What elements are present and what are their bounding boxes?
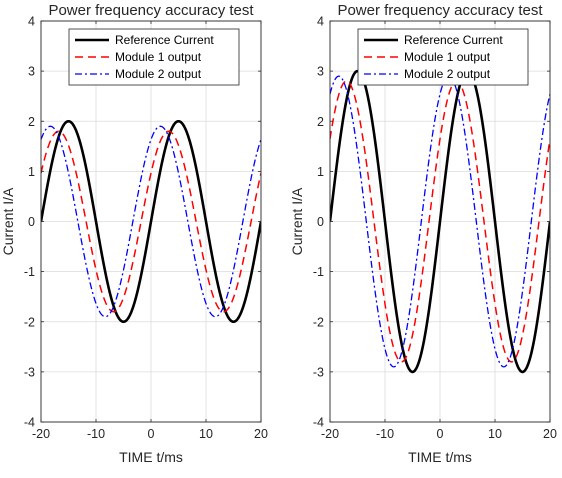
series-line-2 <box>41 130 261 313</box>
y-tick-label: 1 <box>317 165 324 179</box>
y-tick-label: -2 <box>313 315 324 329</box>
y-tick-label: 1 <box>28 165 35 179</box>
series-line-3 <box>41 125 261 318</box>
legend-label: Reference Current <box>404 33 503 47</box>
series-line-1 <box>330 69 550 374</box>
x-axis-label: TIME t/ms <box>408 449 472 465</box>
y-tick-label: -1 <box>313 265 324 279</box>
legend-label: Module 2 output <box>404 67 491 81</box>
y-axis-label: Current I/A <box>0 187 16 255</box>
y-tick-label: -4 <box>313 416 324 430</box>
legend-box <box>68 28 240 86</box>
legend-box <box>357 28 529 86</box>
x-axis-label: TIME t/ms <box>119 449 183 465</box>
legend: Reference Current Module 1 output Module 2… <box>357 28 529 86</box>
y-tick-label: 0 <box>317 215 324 229</box>
series-line-2 <box>330 80 550 363</box>
y-tick-label: 2 <box>317 115 324 129</box>
y-tick-label: -2 <box>24 315 35 329</box>
x-tick-label: -10 <box>87 427 105 441</box>
y-axis-label: Current I/A <box>289 187 305 255</box>
x-tick-label: 20 <box>543 427 557 441</box>
legend-label: Reference Current <box>115 33 214 47</box>
y-tick-label: 4 <box>317 15 324 29</box>
y-tick-label: 3 <box>317 65 324 79</box>
legend-label: Module 1 output <box>404 50 491 64</box>
y-tick-label: -1 <box>24 265 35 279</box>
y-tick-label: 0 <box>28 215 35 229</box>
y-tick-label: 4 <box>28 15 35 29</box>
legend-label: Module 2 output <box>115 67 202 81</box>
x-tick-label: 10 <box>199 427 213 441</box>
y-tick-label: -4 <box>24 416 35 430</box>
x-tick-label: 0 <box>437 427 444 441</box>
x-tick-label: -10 <box>376 427 394 441</box>
x-tick-label: 0 <box>148 427 155 441</box>
x-tick-label: 10 <box>488 427 502 441</box>
x-tick-label: -20 <box>321 427 339 441</box>
legend-label: Module 1 output <box>115 50 202 64</box>
series-line-1 <box>41 119 261 324</box>
y-tick-label: 3 <box>28 65 35 79</box>
x-tick-label: -20 <box>32 427 50 441</box>
chart-title: Power frequency accuracy test <box>48 2 254 19</box>
y-tick-label: 2 <box>28 115 35 129</box>
y-tick-label: -3 <box>313 365 324 379</box>
chart-title: Power frequency accuracy test <box>337 2 543 19</box>
x-tick-label: 20 <box>254 427 268 441</box>
legend: Reference Current Module 1 output Module 2… <box>68 28 240 86</box>
y-tick-label: -3 <box>24 365 35 379</box>
